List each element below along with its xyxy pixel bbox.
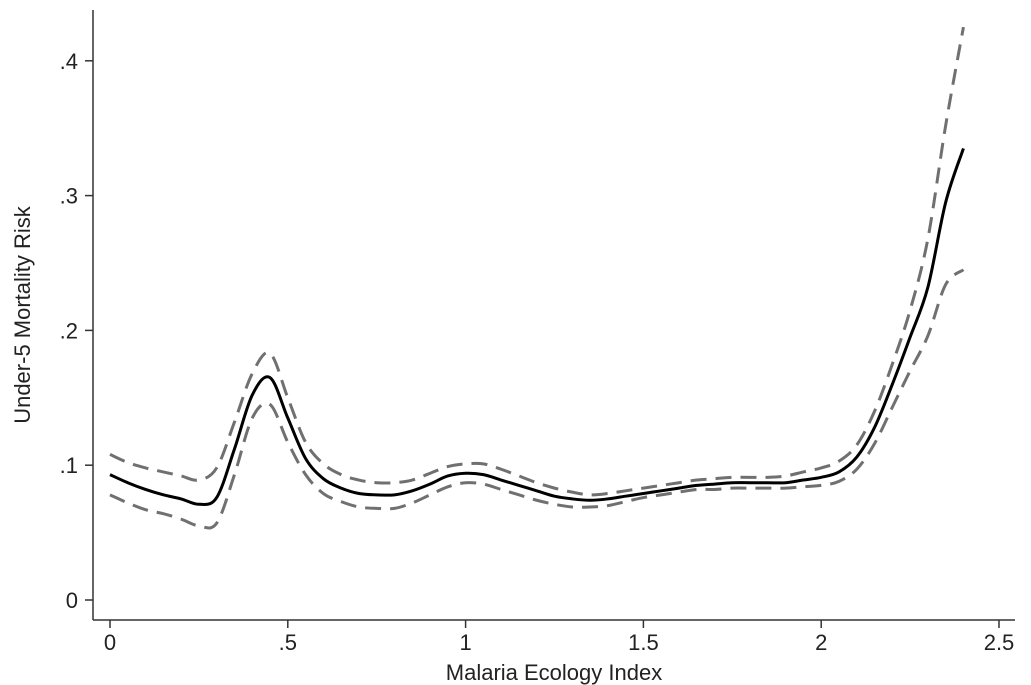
y-tick-label: .1 xyxy=(60,453,78,478)
y-tick-label: .4 xyxy=(60,49,78,74)
y-tick-label: .2 xyxy=(60,318,78,343)
x-tick-label: 2.5 xyxy=(984,630,1015,655)
x-axis-title: Malaria Ecology Index xyxy=(446,660,662,685)
x-tick-label: .5 xyxy=(279,630,297,655)
estimate-line xyxy=(109,147,965,506)
lower-ci-line xyxy=(109,268,965,530)
plot-area: 0 .1 .2 .3 .4 0 .5 1 1.5 2 2.5 xyxy=(60,10,1015,655)
y-tick-label: .3 xyxy=(60,184,78,209)
x-tick-label: 1.5 xyxy=(628,630,659,655)
x-axis: 0 .5 1 1.5 2 2.5 xyxy=(93,619,1015,655)
upper-ci-line xyxy=(109,26,965,497)
x-tick-label: 0 xyxy=(104,630,116,655)
y-tick-label: 0 xyxy=(66,588,78,613)
x-tick-label: 1 xyxy=(459,630,471,655)
series-group xyxy=(109,26,965,530)
y-axis-title: Under-5 Mortality Risk xyxy=(10,205,35,424)
x-tick-label: 2 xyxy=(815,630,827,655)
y-axis: 0 .1 .2 .3 .4 xyxy=(60,10,94,620)
